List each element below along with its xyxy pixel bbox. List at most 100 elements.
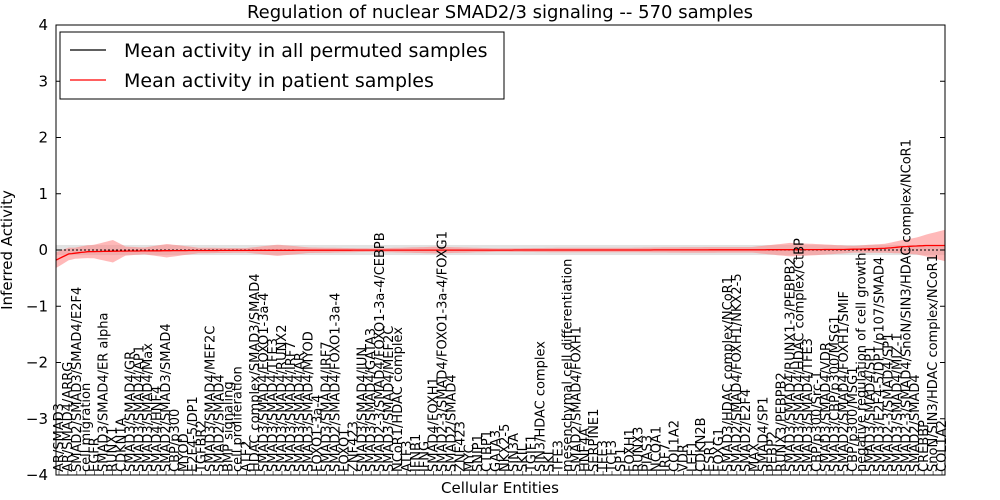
x-tick-label: IRF7 [659,443,674,472]
x-tick-label: negative regulation of cell growth [855,252,870,472]
x-tick-label: mesenchymal cell differentiation [560,259,575,472]
x-tick-label: CREBBP [917,420,932,472]
y-tick-label: 1 [38,185,48,203]
x-tick-label: SMAD3/SMAD4/AP1 [132,345,147,472]
x-tick-label: RUNX3/PEBPB2 [774,372,789,472]
x-tick-label: ATF2 [239,440,254,472]
x-tick-label: SMAD2-3/SMAD4/SP1 [881,333,896,472]
x-tick-label: SMAD3/SMAD4/TFE3 [266,338,281,472]
x-tick-label: SMAD3/SMAD4/GR [123,351,138,472]
x-tick-label: SMAD3/SMAD4/MEF2C [382,326,397,472]
x-tick-label: SMAD3/SMAD4/JUN [355,347,370,472]
x-tick-label: CBP/p300/MSG1 [846,367,861,472]
x-tick-label: SMAD3/E2F4-5/DP1/p107/SMAD4 [873,257,888,472]
x-tick-label: SMAD3/SMAD4/RUNX1-3/PEBPB2 [783,257,798,472]
x-tick-label: CBP/p300 [168,409,183,472]
x-tick-label: SMAD2/SMAD4/FOXH1/SMIF [837,291,852,472]
x-tick-label: SMAD2/E2F4 [739,389,754,472]
x-tick-label: SMAD2-3/SMAD4/FOXO1-3a-4/CEBPB [373,232,388,472]
x-tick-label: SMAD3/SMAD4/MYOD [302,331,317,472]
y-tick-label: −2 [26,354,48,372]
x-tick-label: FOXO1-3a-4 [311,395,326,472]
y-tick-label: −4 [26,466,48,484]
x-tick-label: SMAD3/SMAD4/GATA3 [364,328,379,472]
y-tick-label: 2 [38,129,48,147]
x-tick-label: FOXH1 [623,428,638,472]
x-tick-label: FOXG1 [712,428,727,472]
x-tick-label: E2F4-5/DP1 [186,396,201,472]
x-tick-label: SMAD3/SMAD4/MIZ-1 [890,333,905,472]
x-tick-label: SMAD3/SMAD4/RUNX2 [275,325,290,473]
x-tick-label: IFNB1 [409,434,424,472]
x-tick-label: SKI [543,451,558,472]
x-tick-label: NCOA1 [650,426,665,472]
x-tick-label: SMAD2/SMAD4/FOXH1/NKX2-5 [730,273,745,472]
x-tick-label: ZNF423 [453,421,468,472]
x-tick-label: SMAD2/SMAD4/FOXO1-3a-4 [328,293,343,472]
x-tick-label: SMAD2/SMAD4 [444,374,459,472]
x-tick-label: SMAD3/SMAD4/FOXO1-3a-4 [257,293,272,472]
x-tick-label: CDKN2B [694,417,709,472]
x-tick-label: PEBP2 [766,431,781,472]
x-tick-label: SKIL [516,443,531,472]
x-tick-label: SMAD3/SMAD4/ER alpha [97,313,112,472]
x-tick-label: SMAD2-3/SMAD4/SnoN/SIN3/HDAC complex/NCo… [899,139,914,472]
x-tick-label: MYOD [177,433,192,472]
x-tick-label: RUNX1 [106,427,121,472]
x-tick-label: CBP/p300/Src-1 [810,371,825,472]
x-tick-label: TGFBR2 [195,420,210,473]
x-tick-label: BMP signaling [221,381,236,472]
x-tick-label: LEF1 [685,441,700,472]
x-tick-label: ESR1 [703,438,718,472]
y-tick-label: 3 [38,72,48,90]
y-axis-label: Inferred Activity [0,190,16,310]
x-tick-label: SMAD2/SMAD3/SMAD4/E2F4 [70,287,85,472]
x-tick-label: SMAD3/CBP/p300/MSG1 [828,316,843,473]
x-tick-label: TGIF1 [525,434,540,473]
y-tick-label: 0 [38,241,48,259]
x-tick-label: SMAD2-3/SMAD4/FOXO1-3a-4/FOXG1 [436,231,451,472]
x-tick-label: cell proliferation [230,366,245,472]
x-tick-label: TFE3 [551,440,566,473]
x-tick-label: ZNF423 [346,421,361,472]
patient-mean-line [55,244,945,261]
x-tick-label: SMAD3/SMAD4/VDR [819,342,834,472]
x-tick-label: CTBP1 [480,430,495,472]
x-tick-label: SMAD3/SMAD4/TFE3 [801,338,816,472]
x-tick-label: COL1A2 [667,420,682,472]
x-tick-label: HNF4A [578,428,593,472]
x-tick-label: SIN3/HDAC complex [534,341,549,472]
x-tick-label: SMAD2/SMAD4/FOXH1 [569,326,584,472]
x-tick-label: NKX2-5 [498,424,513,472]
x-tick-label: SMAD3/SMAD4/AR [293,352,308,472]
x-tick-label: TFE3 [596,440,611,473]
x-tick-label: COL1A2 [935,420,950,472]
patient-variance-band [56,229,945,268]
x-tick-label: FOXO1 [337,429,352,472]
x-tick-label: VDR [676,444,691,472]
x-tick-label: SMAD3/SMAD4/MEF2C [204,326,219,472]
x-tick-label: SMAD3/SMAD4/HDAC complex/CtBP [792,238,807,472]
x-tick-label: SMAD2/SMAD4 [213,374,228,472]
x-tick-label: EGFR [88,437,103,472]
x-tick-label: TCF3 [605,440,620,473]
chart-title: Regulation of nuclear SMAD2/3 signaling … [247,2,753,23]
y-tick-label: 4 [38,16,48,34]
legend-label-permuted: Mean activity in all permuted samples [124,40,487,62]
legend-frame [59,31,505,100]
x-tick-label: SP1 [614,448,629,472]
y-tick-label: −1 [26,297,48,315]
x-tick-label: MYC [462,444,477,472]
x-tick-label: SMAD2/SMAD3/SMAD4 [159,323,174,472]
x-tick-label: SMAD3/SMAD4/SP1 [864,346,879,472]
x-tick-label: SMAD3/HDAC complex/NCoR1 [721,276,736,472]
x-tick-label: SIN3A [507,433,522,472]
x-tick-label: SMAD3/SMAD4/IRF7 [284,341,299,472]
x-tick-label: SnoN/SIN3/HDAC complex/NCoR1 [926,254,941,472]
x-tick-labels: AR/SMAD3AR/SMAD4/ARRGSMAD2/SMAD3/SMAD4/E… [52,139,950,475]
x-tick-label: cell migration [79,383,94,472]
x-tick-label: HDAC complex/SMAD3/SMAD4 [248,273,263,472]
legend: Mean activity in all permuted samples Me… [59,31,505,100]
x-tick-label: SMAD3/SMAD4/Max [141,343,156,472]
x-tick-label: NCoR1/HDAC complex [391,327,406,472]
